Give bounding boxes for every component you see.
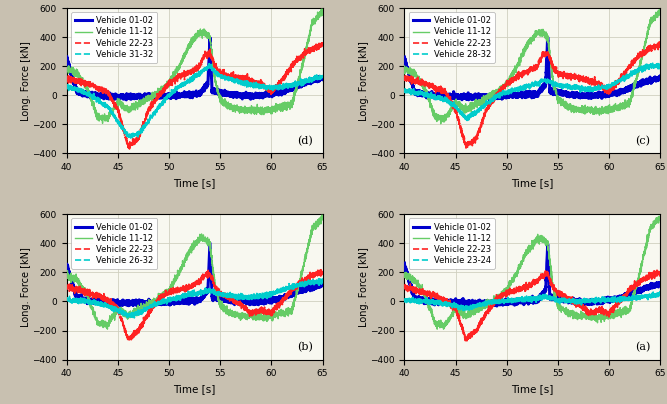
Legend: Vehicle 01-02, Vehicle 11-12, Vehicle 22-23, Vehicle 23-24: Vehicle 01-02, Vehicle 11-12, Vehicle 22…: [409, 219, 495, 269]
Text: (c): (c): [635, 136, 650, 146]
Legend: Vehicle 01-02, Vehicle 11-12, Vehicle 22-23, Vehicle 31-32: Vehicle 01-02, Vehicle 11-12, Vehicle 22…: [71, 12, 157, 63]
Text: (b): (b): [297, 342, 313, 352]
X-axis label: Time [s]: Time [s]: [511, 178, 554, 187]
Y-axis label: Long. Force [kN]: Long. Force [kN]: [21, 41, 31, 121]
X-axis label: Time [s]: Time [s]: [173, 178, 216, 187]
X-axis label: Time [s]: Time [s]: [173, 384, 216, 394]
Text: (d): (d): [297, 136, 313, 146]
X-axis label: Time [s]: Time [s]: [511, 384, 554, 394]
Legend: Vehicle 01-02, Vehicle 11-12, Vehicle 22-23, Vehicle 26-32: Vehicle 01-02, Vehicle 11-12, Vehicle 22…: [71, 219, 157, 269]
Legend: Vehicle 01-02, Vehicle 11-12, Vehicle 22-23, Vehicle 28-32: Vehicle 01-02, Vehicle 11-12, Vehicle 22…: [409, 12, 495, 63]
Y-axis label: Long. Force [kN]: Long. Force [kN]: [21, 247, 31, 327]
Text: (a): (a): [635, 342, 650, 352]
Y-axis label: Long. Force [kN]: Long. Force [kN]: [359, 247, 369, 327]
Y-axis label: Long. Force [kN]: Long. Force [kN]: [359, 41, 369, 121]
